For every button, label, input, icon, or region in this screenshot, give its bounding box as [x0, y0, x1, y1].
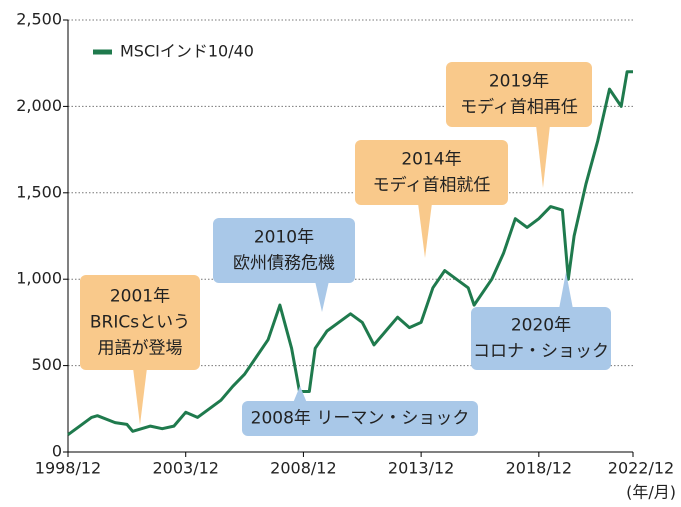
x-tick-label: 2013/12 — [388, 459, 454, 478]
callout-pointer — [418, 203, 432, 258]
y-tick-label: 1,500 — [16, 182, 62, 201]
callout-pointer — [133, 368, 147, 425]
callout-text: コロナ・ショック — [473, 342, 609, 362]
callout-pointer — [315, 281, 329, 312]
callout-pointer — [559, 272, 573, 309]
y-tick-label: 500 — [31, 355, 62, 374]
callout-box — [471, 307, 611, 370]
callout-text: モディ首相再任 — [460, 97, 578, 118]
y-tick-label: 1,000 — [16, 269, 62, 288]
callout-text: 2001年 — [110, 287, 170, 307]
callout-text: モディ首相就任 — [373, 175, 491, 196]
callout-text: 用語が登場 — [98, 339, 183, 359]
callout-text: 欧州債務危機 — [233, 254, 335, 274]
callout-pointer — [293, 386, 307, 403]
callout-text: 2014年 — [401, 150, 461, 170]
data-line — [67, 70, 633, 436]
callout-box — [355, 140, 508, 205]
x-tick-label: 2018/12 — [506, 459, 572, 478]
x-tick-label: 2008/12 — [270, 459, 336, 478]
callout-box — [80, 275, 200, 370]
callout-box — [213, 218, 355, 283]
x-tick-label: 1998/12 — [35, 459, 101, 478]
callout-text: 2010年 — [254, 228, 314, 248]
x-tick-label: 2003/12 — [152, 459, 218, 478]
y-tick-label: 0 — [52, 442, 62, 461]
legend-label: MSCIインド10/40 — [120, 42, 254, 61]
callout-text: BRICsという — [90, 313, 190, 333]
callout-text: 2020年 — [511, 316, 571, 336]
callout-box — [446, 62, 592, 127]
callout-text: 2008年 リーマン・ショック — [251, 409, 470, 429]
y-tick-label: 2,500 — [16, 10, 62, 29]
y-tick-label: 2,000 — [16, 96, 62, 115]
x-unit-label: (年/月) — [626, 483, 676, 502]
x-tick-label: 2022/12 — [608, 459, 674, 478]
callout-text: 2019年 — [489, 72, 549, 92]
callout-box — [242, 401, 478, 436]
callout-pointer — [536, 125, 550, 188]
